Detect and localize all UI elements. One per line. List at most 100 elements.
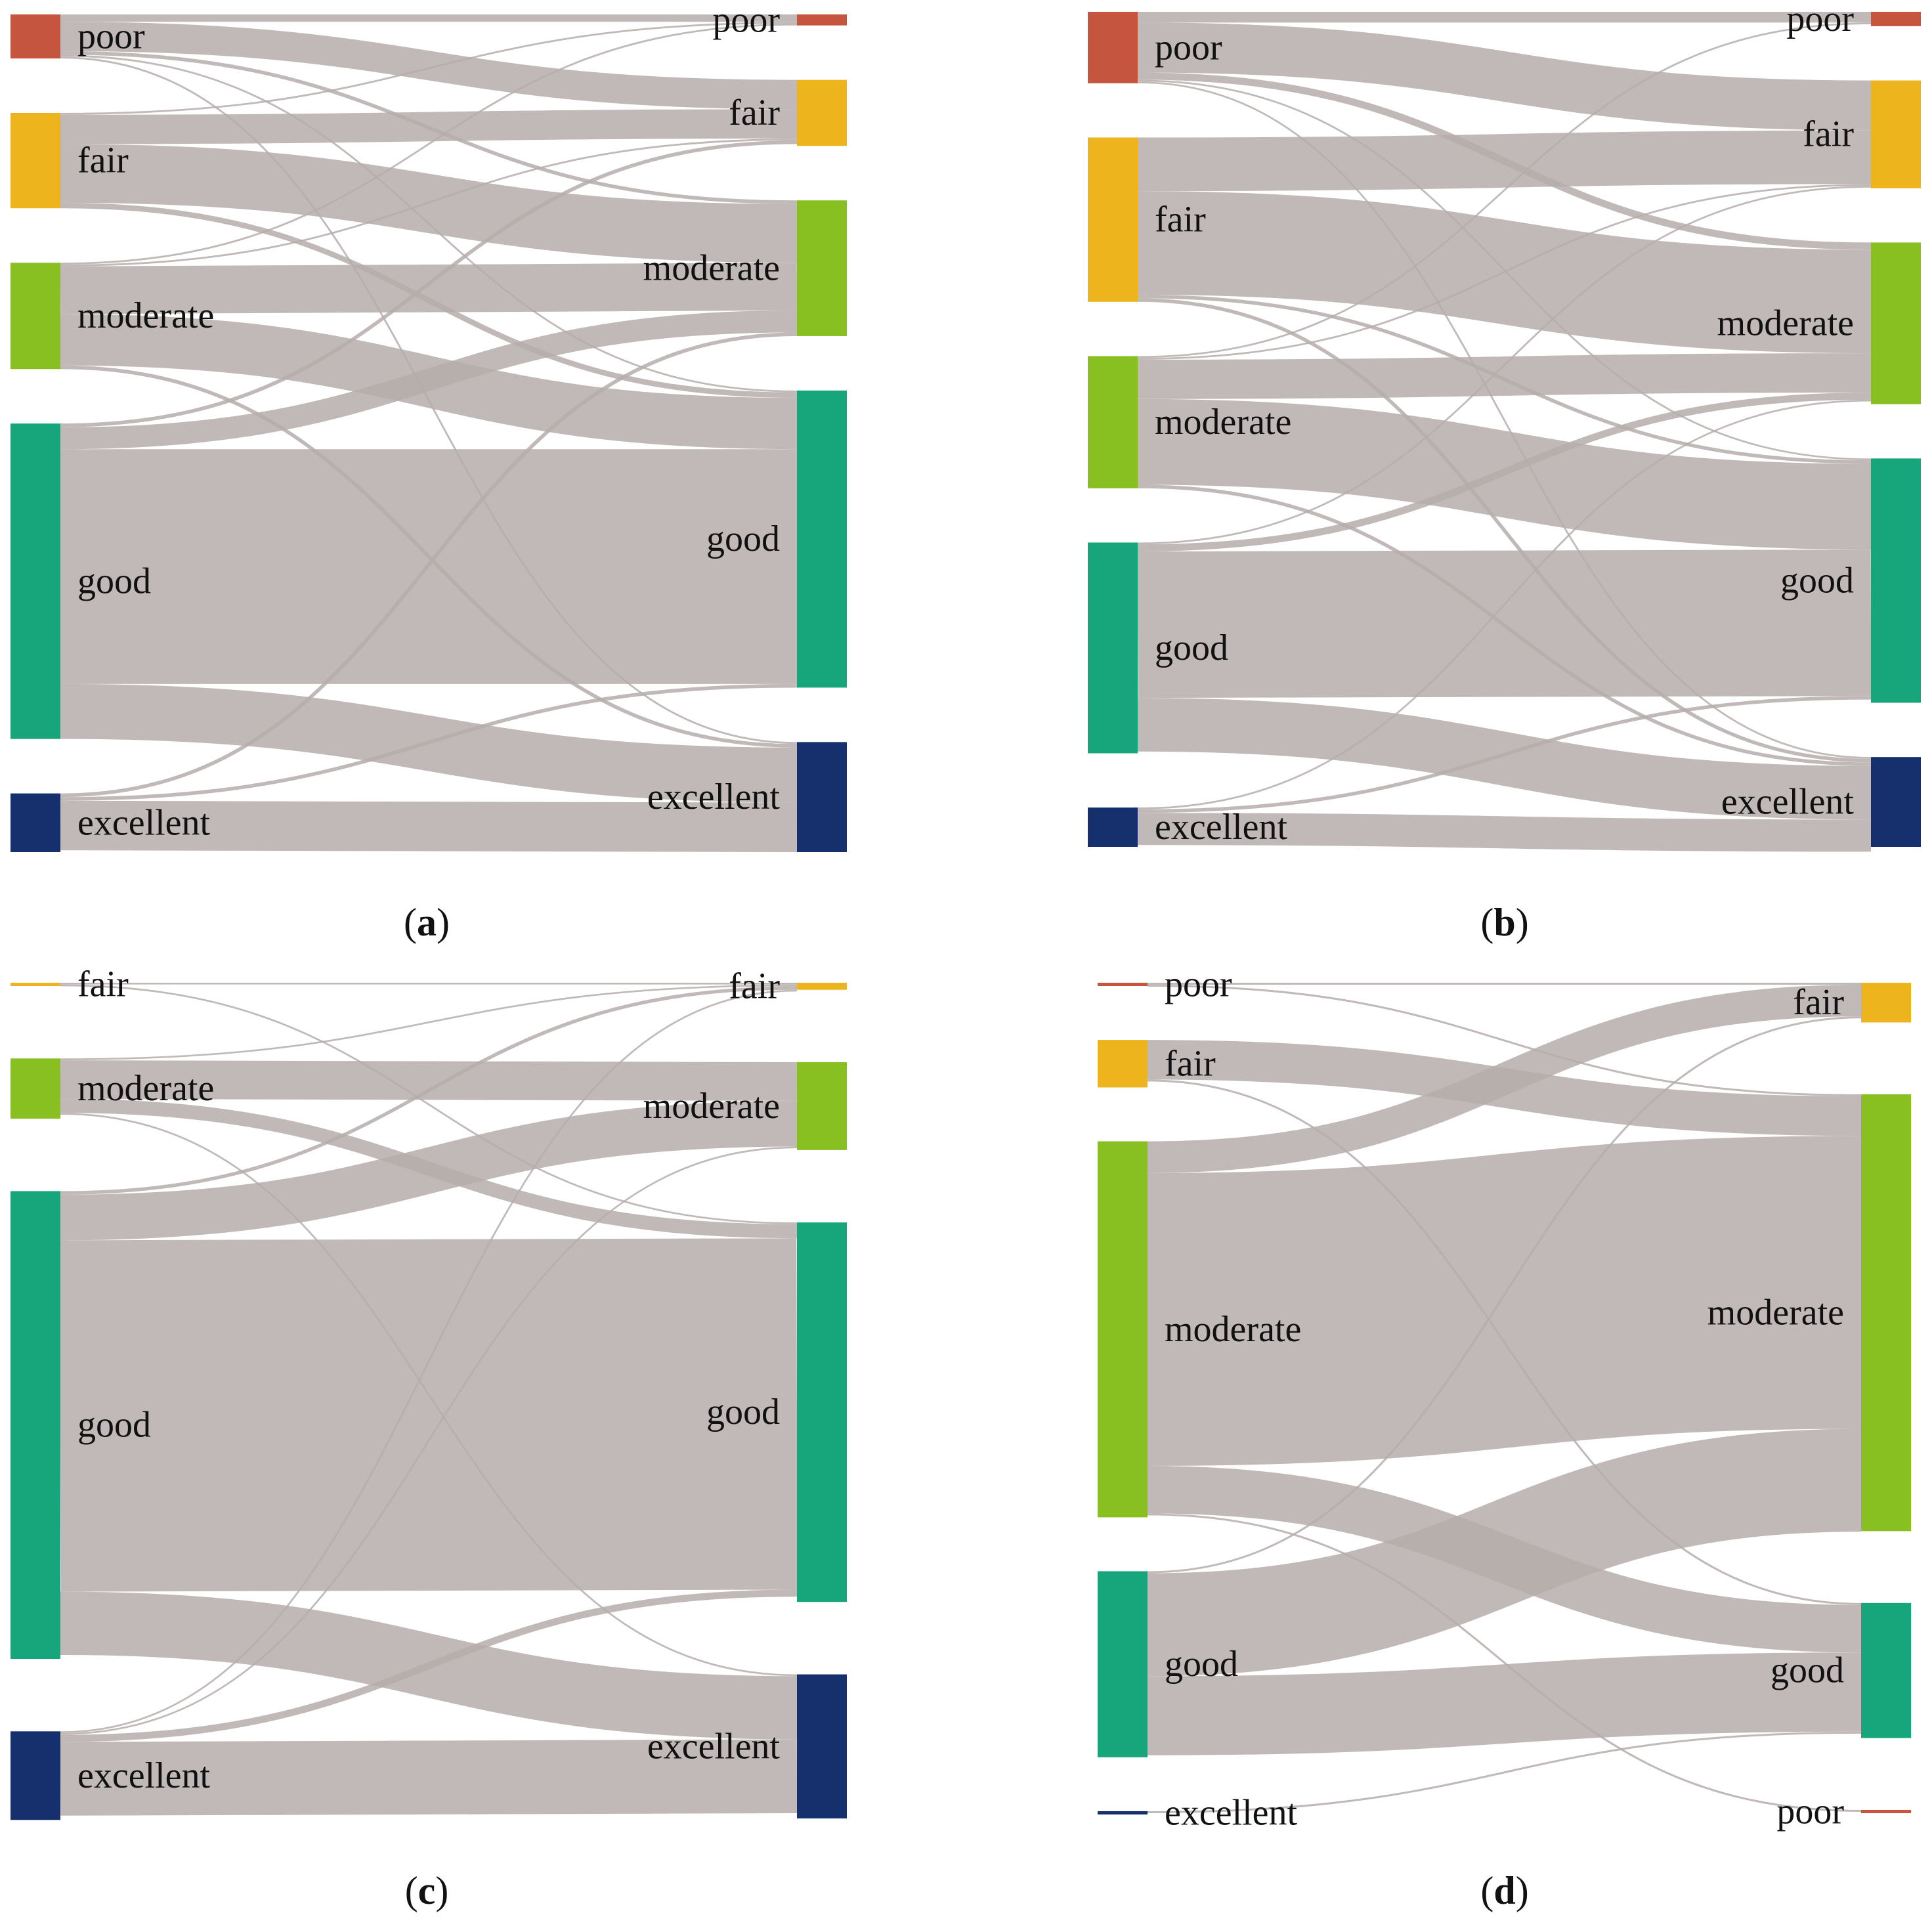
panel-caption-c: (c) bbox=[405, 1869, 449, 1912]
link-moderate-to-moderate bbox=[1137, 353, 1872, 399]
left-node-label-poor: poor bbox=[77, 16, 145, 57]
left-node-excellent bbox=[11, 1731, 60, 1820]
link-moderate-to-poor bbox=[1137, 22, 1872, 358]
link-fair-to-excellent bbox=[1137, 298, 1872, 763]
left-node-poor bbox=[1088, 12, 1138, 83]
right-node-fair bbox=[1871, 80, 1921, 188]
link-good-to-good bbox=[1147, 1652, 1862, 1755]
left-node-label-excellent: excellent bbox=[77, 802, 211, 843]
right-node-label-moderate: moderate bbox=[643, 248, 780, 289]
left-node-label-good: good bbox=[1155, 628, 1228, 668]
right-node-fair bbox=[797, 79, 847, 146]
right-node-good bbox=[797, 390, 847, 688]
link-excellent-to-good bbox=[60, 683, 798, 801]
right-node-label-moderate: moderate bbox=[643, 1086, 780, 1127]
links bbox=[1137, 11, 1872, 852]
left-node-good bbox=[1098, 1571, 1148, 1757]
left-node-label-moderate: moderate bbox=[77, 295, 214, 336]
right-node-label-excellent: excellent bbox=[647, 777, 781, 817]
link-moderate-to-moderate bbox=[60, 1060, 798, 1101]
left-node-excellent bbox=[1098, 1811, 1148, 1814]
link-excellent-to-excellent bbox=[60, 800, 798, 853]
link-good-to-good bbox=[1137, 549, 1872, 698]
nodes: fair moderate good excellent fair moderate goo… bbox=[11, 964, 847, 1820]
right-node-label-fair: fair bbox=[1793, 982, 1844, 1023]
right-node-fair bbox=[1861, 983, 1911, 1023]
left-node-moderate bbox=[1088, 356, 1138, 488]
left-node-label-good: good bbox=[1165, 1644, 1238, 1685]
link-excellent-to-excellent bbox=[1137, 813, 1872, 852]
link-excellent-to-moderate bbox=[60, 1146, 798, 1735]
right-node-good bbox=[797, 1222, 847, 1602]
link-excellent-to-good bbox=[60, 1589, 798, 1742]
panel-caption-d: (d) bbox=[1480, 1869, 1528, 1912]
left-node-label-good: good bbox=[77, 561, 151, 601]
left-node-label-fair: fair bbox=[77, 964, 129, 1005]
left-node-label-moderate: moderate bbox=[77, 1068, 214, 1109]
right-node-good bbox=[1861, 1602, 1911, 1738]
left-node-fair bbox=[11, 983, 60, 986]
right-node-label-good: good bbox=[706, 1392, 780, 1432]
left-node-label-fair: fair bbox=[1155, 200, 1206, 240]
link-poor-to-excellent bbox=[1137, 81, 1872, 759]
right-node-moderate bbox=[1871, 242, 1921, 404]
link-fair-to-fair bbox=[60, 109, 798, 144]
right-node-label-good: good bbox=[1780, 560, 1854, 601]
left-node-fair bbox=[1088, 137, 1138, 302]
link-excellent-to-fair bbox=[60, 989, 798, 1734]
right-node-label-poor: poor bbox=[1776, 1791, 1844, 1832]
panel-d: poor fair moderate good excellent fair moderat… bbox=[1098, 964, 1911, 1912]
link-good-to-moderate bbox=[60, 1100, 798, 1241]
link-fair-to-poor bbox=[60, 22, 798, 115]
left-node-moderate bbox=[11, 1058, 60, 1119]
link-excellent-to-moderate bbox=[60, 332, 798, 798]
panel-c: fair moderate good excellent fair moderate goo… bbox=[11, 964, 847, 1912]
left-node-excellent bbox=[1088, 807, 1138, 847]
link-moderate-to-fair bbox=[60, 984, 798, 1060]
right-node-excellent bbox=[1871, 757, 1921, 847]
right-node-label-good: good bbox=[706, 519, 780, 559]
nodes: poor fair moderate good excellent fair moderat… bbox=[1098, 964, 1911, 1833]
left-node-moderate bbox=[1098, 1141, 1148, 1518]
panel-a: poor fair moderate good excellent poor fair mod… bbox=[11, 0, 847, 944]
right-node-label-excellent: excellent bbox=[647, 1726, 781, 1767]
nodes: poor fair moderate good excellent poor fair mod… bbox=[11, 0, 847, 852]
right-node-label-fair: fair bbox=[729, 93, 780, 133]
right-node-moderate bbox=[797, 200, 847, 336]
left-node-poor bbox=[11, 14, 60, 59]
right-node-label-fair: fair bbox=[729, 966, 780, 1006]
panel-b: poor fair moderate good excellent poor fair mod… bbox=[1088, 0, 1921, 944]
left-node-label-poor: poor bbox=[1155, 27, 1222, 68]
link-good-to-fair bbox=[1147, 1016, 1862, 1574]
link-good-to-fair bbox=[60, 140, 798, 427]
link-excellent-to-good bbox=[1137, 696, 1872, 813]
left-node-label-excellent: excellent bbox=[1165, 1792, 1298, 1833]
right-node-poor bbox=[1871, 12, 1921, 26]
left-node-good bbox=[11, 423, 60, 739]
link-good-to-fair bbox=[1137, 186, 1872, 545]
link-excellent-to-moderate bbox=[1137, 399, 1872, 809]
left-node-poor bbox=[1098, 983, 1148, 986]
right-node-label-poor: poor bbox=[712, 0, 780, 40]
link-moderate-to-fair bbox=[1147, 985, 1862, 1173]
panel-caption-b: (b) bbox=[1480, 901, 1528, 944]
right-node-label-poor: poor bbox=[1786, 0, 1854, 39]
link-good-to-moderate bbox=[60, 310, 798, 450]
link-fair-to-fair bbox=[1137, 130, 1872, 192]
right-node-fair bbox=[797, 983, 847, 990]
nodes: poor fair moderate good excellent poor fair mod… bbox=[1088, 0, 1921, 848]
link-good-to-fair bbox=[60, 986, 798, 1195]
right-node-excellent bbox=[797, 742, 847, 852]
link-excellent-to-good bbox=[1147, 1731, 1862, 1813]
link-moderate-to-poor bbox=[60, 23, 798, 265]
link-good-to-moderate bbox=[1137, 392, 1872, 552]
right-node-excellent bbox=[797, 1674, 847, 1818]
link-good-to-excellent bbox=[1137, 698, 1872, 820]
link-good-to-moderate bbox=[1147, 1428, 1862, 1677]
right-node-moderate bbox=[797, 1062, 847, 1150]
link-fair-to-good bbox=[60, 984, 798, 1224]
links bbox=[1147, 983, 1862, 1813]
right-node-label-excellent: excellent bbox=[1721, 782, 1855, 823]
left-node-label-moderate: moderate bbox=[1165, 1309, 1301, 1350]
left-node-excellent bbox=[11, 793, 60, 852]
